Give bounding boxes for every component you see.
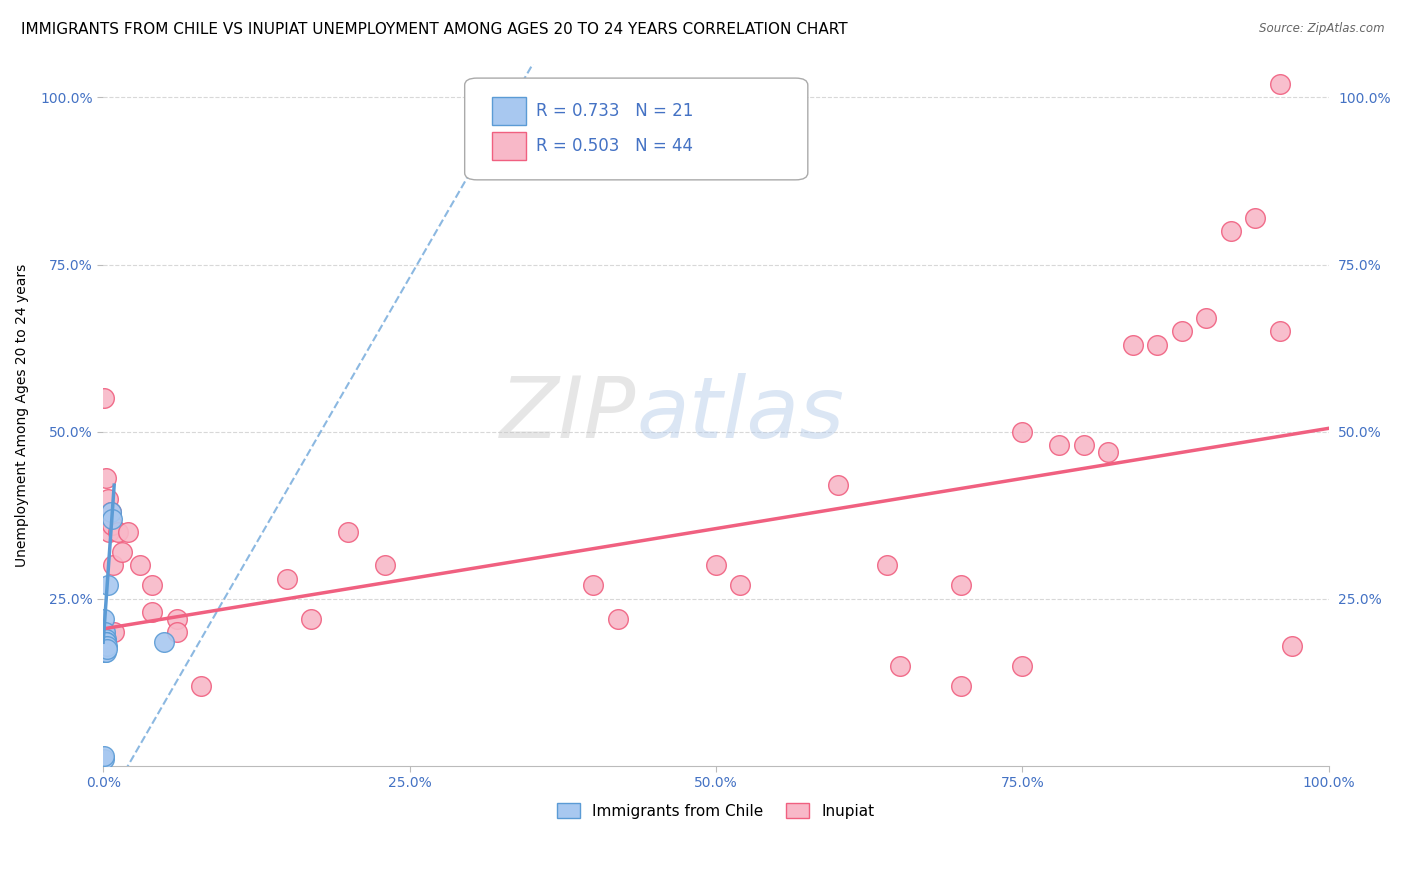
- Point: [93, 632, 115, 646]
- Point: [301, 612, 323, 626]
- Point: [153, 635, 176, 649]
- Point: [1097, 444, 1119, 458]
- Point: [1244, 211, 1267, 225]
- Point: [94, 635, 117, 649]
- Point: [97, 578, 120, 592]
- Point: [96, 639, 118, 653]
- Text: Source: ZipAtlas.com: Source: ZipAtlas.com: [1260, 22, 1385, 36]
- Point: [93, 752, 115, 766]
- Point: [117, 524, 139, 539]
- Point: [1073, 438, 1095, 452]
- Point: [97, 491, 120, 506]
- Point: [1268, 325, 1291, 339]
- Point: [276, 572, 298, 586]
- Point: [1011, 425, 1033, 439]
- Point: [93, 625, 115, 640]
- Text: atlas: atlas: [637, 374, 844, 457]
- Point: [730, 578, 752, 592]
- Point: [94, 471, 117, 485]
- Point: [166, 625, 188, 640]
- Point: [100, 505, 122, 519]
- Text: R = 0.733   N = 21: R = 0.733 N = 21: [536, 102, 693, 120]
- Point: [1195, 311, 1218, 326]
- Point: [94, 632, 117, 646]
- Point: [93, 391, 115, 405]
- Point: [93, 612, 115, 626]
- Y-axis label: Unemployment Among Ages 20 to 24 years: Unemployment Among Ages 20 to 24 years: [15, 263, 30, 566]
- Point: [1146, 338, 1168, 352]
- Point: [704, 558, 727, 573]
- Point: [93, 639, 115, 653]
- Point: [190, 679, 212, 693]
- Point: [950, 679, 973, 693]
- Point: [94, 645, 117, 659]
- Point: [96, 641, 118, 656]
- Point: [166, 612, 188, 626]
- Point: [129, 558, 152, 573]
- Point: [1170, 325, 1192, 339]
- Point: [950, 578, 973, 592]
- Point: [141, 578, 163, 592]
- Point: [94, 635, 117, 649]
- Point: [374, 558, 396, 573]
- Point: [96, 635, 118, 649]
- Point: [94, 625, 117, 640]
- Text: ZIP: ZIP: [501, 374, 637, 457]
- Point: [1268, 77, 1291, 91]
- FancyBboxPatch shape: [464, 78, 808, 180]
- Point: [876, 558, 898, 573]
- FancyBboxPatch shape: [492, 97, 526, 125]
- Point: [100, 511, 122, 525]
- Point: [606, 612, 628, 626]
- Point: [337, 524, 360, 539]
- Point: [100, 518, 122, 533]
- Point: [827, 478, 849, 492]
- Point: [94, 645, 117, 659]
- Point: [93, 632, 115, 646]
- Point: [1011, 658, 1033, 673]
- Point: [1122, 338, 1144, 352]
- Legend: Immigrants from Chile, Inupiat: Immigrants from Chile, Inupiat: [551, 797, 880, 825]
- Point: [1219, 224, 1241, 238]
- FancyBboxPatch shape: [492, 132, 526, 161]
- Text: R = 0.503   N = 44: R = 0.503 N = 44: [536, 137, 693, 155]
- Point: [100, 505, 122, 519]
- Point: [101, 558, 124, 573]
- Point: [1281, 639, 1303, 653]
- Point: [93, 645, 115, 659]
- Point: [103, 625, 125, 640]
- Point: [110, 545, 132, 559]
- Point: [1047, 438, 1070, 452]
- Point: [582, 578, 605, 592]
- Point: [107, 524, 129, 539]
- Point: [98, 524, 121, 539]
- Point: [93, 748, 115, 763]
- Point: [889, 658, 911, 673]
- Text: IMMIGRANTS FROM CHILE VS INUPIAT UNEMPLOYMENT AMONG AGES 20 TO 24 YEARS CORRELAT: IMMIGRANTS FROM CHILE VS INUPIAT UNEMPLO…: [21, 22, 848, 37]
- Point: [141, 605, 163, 619]
